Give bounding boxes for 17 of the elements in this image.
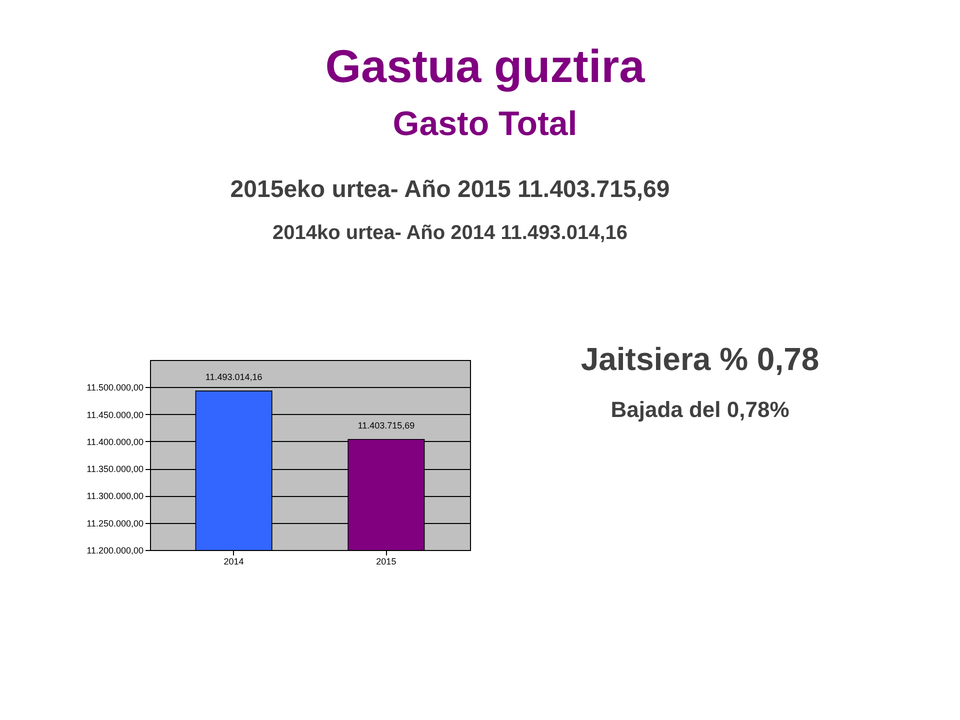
data-label: 11.403.715,69	[358, 420, 415, 430]
text: 2015eko urtea- Año 2015 11.403.715,69	[230, 176, 670, 203]
y-tick-label: 11.500.000,00	[86, 382, 144, 393]
x-tick-label: 2014	[224, 556, 244, 566]
data-label: 11.493.014,16	[205, 372, 262, 382]
y-tick-label: 11.400.000,00	[86, 436, 144, 447]
x-tick-label: 2015	[376, 556, 396, 566]
y-tick-label: 11.350.000,00	[86, 464, 144, 474]
y-tick-label: 11.450.000,00	[86, 410, 144, 420]
text: Bajada del 0,78%	[610, 397, 790, 422]
text: 2014ko urtea- Año 2014 11.493.014,16	[272, 222, 628, 244]
y-tick-label: 11.250.000,00	[86, 518, 144, 528]
y-tick-label: 11.300.000,00	[86, 491, 144, 502]
text: Jaitsiera % 0,78	[580, 341, 820, 377]
chart-subtitle: Gasto Total	[392, 105, 578, 143]
y-tick-label: 11.200.000,00	[86, 546, 144, 556]
chart-title: Gastua guztira	[325, 40, 646, 92]
